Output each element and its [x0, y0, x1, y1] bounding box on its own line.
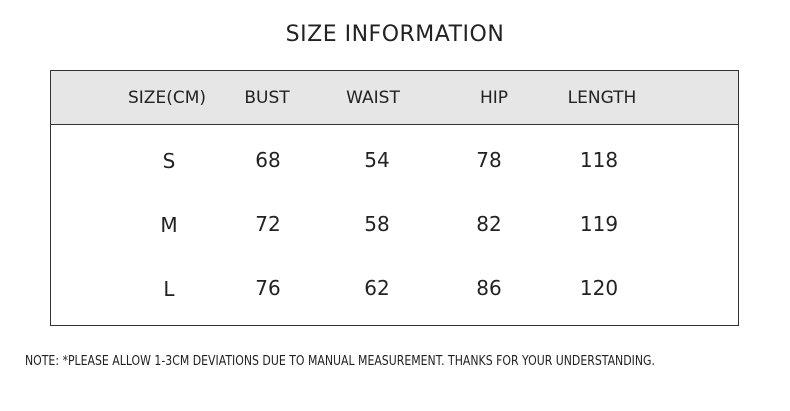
cell-waist: 54 [364, 148, 390, 172]
cell-size: M [160, 213, 178, 237]
cell-hip: 86 [476, 276, 502, 300]
cell-waist: 58 [364, 212, 390, 236]
cell-bust: 68 [255, 148, 281, 172]
cell-length: 119 [579, 212, 619, 236]
page-title: SIZE INFORMATION [285, 22, 505, 47]
cell-length: 120 [579, 276, 619, 300]
cell-length: 118 [579, 148, 619, 172]
header-size: SIZE(CM) [128, 88, 206, 108]
cell-size: S [162, 149, 176, 173]
cell-size: L [163, 277, 175, 301]
size-table: SIZE(CM) BUST WAIST HIP LENGTH S 68 54 7… [50, 70, 739, 326]
header-bust: BUST [244, 88, 290, 108]
cell-bust: 72 [255, 212, 281, 236]
cell-waist: 62 [364, 276, 390, 300]
header-length: LENGTH [567, 88, 637, 108]
header-hip: HIP [479, 88, 509, 108]
header-waist: WAIST [346, 88, 400, 108]
cell-bust: 76 [255, 276, 281, 300]
table-header: SIZE(CM) BUST WAIST HIP LENGTH [51, 71, 738, 125]
cell-hip: 78 [476, 148, 502, 172]
measurement-note: NOTE: *PLEASE ALLOW 1-3CM DEVIATIONS DUE… [25, 354, 655, 369]
cell-hip: 82 [476, 212, 502, 236]
